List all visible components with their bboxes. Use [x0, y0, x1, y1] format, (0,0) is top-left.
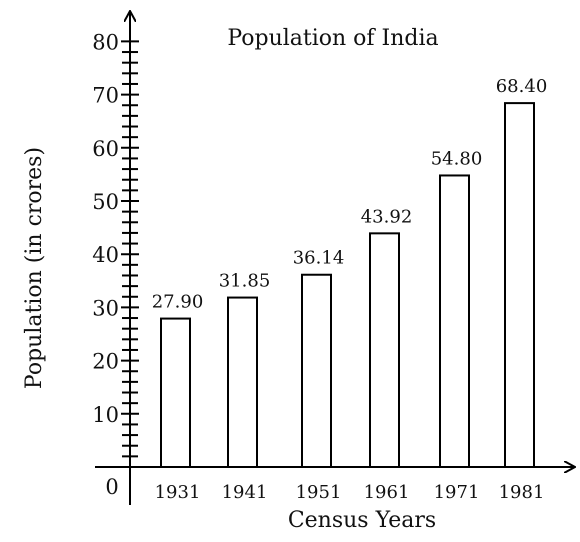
x-tick-label-1931: 1931: [155, 482, 201, 503]
bars-group: 27.90 1931 31.85 1941 36.14 1951 43.92 1961 54.8…: [152, 76, 548, 503]
x-tick-label-1951: 1951: [296, 482, 342, 503]
bar-1961: [369, 232, 400, 468]
bar-1971: [439, 174, 470, 469]
x-tick-label-1971: 1971: [434, 482, 480, 503]
origin-label: 0: [105, 475, 118, 499]
x-tick-label-1981: 1981: [499, 482, 545, 503]
y-axis-ticks: 10 20 30 40 50 60 70 80: [92, 30, 139, 458]
y-tick-label: 40: [92, 243, 119, 267]
x-axis-label: Census Years: [288, 508, 436, 533]
bar-1931: [160, 317, 191, 468]
data-label-1951: 36.14: [293, 248, 345, 269]
x-tick-label-1941: 1941: [222, 482, 268, 503]
data-label-1961: 43.92: [361, 206, 413, 227]
data-label-1941: 31.85: [219, 271, 271, 292]
data-label-1981: 68.40: [496, 76, 548, 97]
x-tick-label-1961: 1961: [364, 482, 410, 503]
bar-1981: [504, 102, 535, 468]
y-tick-label: 30: [92, 296, 119, 320]
y-tick-label: 10: [92, 403, 119, 427]
y-tick-label: 80: [92, 30, 119, 54]
y-tick-label: 20: [92, 350, 119, 374]
y-tick-label: 50: [92, 190, 119, 214]
data-label-1971: 54.80: [431, 148, 483, 169]
data-label-1931: 27.90: [152, 292, 204, 313]
bar-1941: [227, 296, 258, 469]
bar-1951: [301, 273, 332, 468]
chart-title: Population of India: [227, 26, 438, 51]
y-tick-label: 70: [92, 84, 119, 108]
y-tick-label: 60: [92, 137, 119, 161]
y-axis-label: Population (in crores): [22, 147, 47, 389]
